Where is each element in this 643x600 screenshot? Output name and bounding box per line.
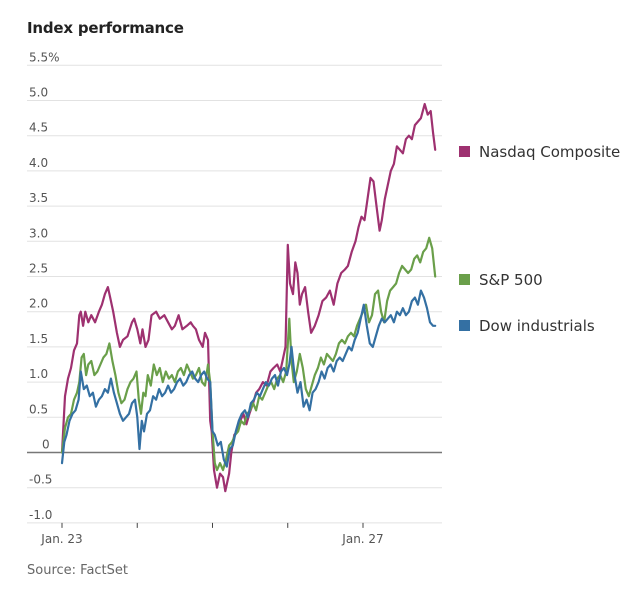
y-tick-label: 0 bbox=[42, 438, 50, 452]
series-line-nasdaq-composite bbox=[60, 102, 437, 493]
y-tick-label: 1.5 bbox=[29, 332, 48, 346]
y-tick-label: 1.0 bbox=[29, 367, 48, 381]
legend-swatch bbox=[459, 320, 470, 331]
legend-swatch bbox=[459, 274, 470, 285]
y-tick-label: 3.0 bbox=[29, 226, 48, 240]
y-tick-label: -1.0 bbox=[29, 508, 52, 522]
legend: Nasdaq Composite S&P 500 Dow industrials bbox=[459, 143, 620, 335]
y-tick-label: -0.5 bbox=[29, 473, 52, 487]
source-note: Source: FactSet bbox=[27, 563, 129, 578]
x-axis-ticks: Jan. 23 Jan. 27 bbox=[40, 522, 384, 546]
y-tick-label: 2.0 bbox=[29, 297, 48, 311]
series-line-s-p-500 bbox=[60, 236, 437, 472]
y-tick-label: 2.5 bbox=[29, 262, 48, 276]
legend-label: S&P 500 bbox=[479, 271, 543, 289]
legend-item: Nasdaq Composite bbox=[459, 143, 620, 161]
y-tick-label: 4.5 bbox=[29, 121, 48, 135]
y-axis-ticks: 5.5% 5.0 4.5 4.0 3.5 3.0 2.5 2.0 1.5 1.0 0.5 0 -0.5 -… bbox=[29, 50, 60, 522]
gridlines bbox=[27, 64, 442, 524]
legend-swatch bbox=[459, 146, 470, 157]
series-line-dow-industrials bbox=[60, 289, 437, 468]
legend-item: S&P 500 bbox=[459, 271, 543, 289]
y-tick-label: 5.0 bbox=[29, 86, 48, 100]
chart-title: Index performance bbox=[27, 19, 184, 37]
y-tick-label: 3.5 bbox=[29, 191, 48, 205]
legend-label: Nasdaq Composite bbox=[479, 143, 620, 161]
y-tick-label: 0.5 bbox=[29, 402, 48, 416]
legend-item: Dow industrials bbox=[459, 317, 595, 335]
x-tick-label: Jan. 27 bbox=[341, 532, 383, 546]
x-tick-label: Jan. 23 bbox=[40, 532, 82, 546]
series-lines bbox=[60, 102, 437, 493]
y-tick-label: 4.0 bbox=[29, 156, 48, 170]
legend-label: Dow industrials bbox=[479, 317, 595, 335]
y-tick-label: 5.5% bbox=[29, 50, 60, 64]
